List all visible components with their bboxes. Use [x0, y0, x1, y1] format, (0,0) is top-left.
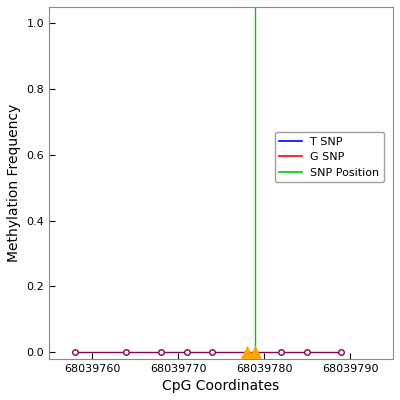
Y-axis label: Methylation Frequency: Methylation Frequency [7, 104, 21, 262]
Legend: T SNP, G SNP, SNP Position: T SNP, G SNP, SNP Position [275, 132, 384, 182]
X-axis label: CpG Coordinates: CpG Coordinates [162, 379, 280, 393]
